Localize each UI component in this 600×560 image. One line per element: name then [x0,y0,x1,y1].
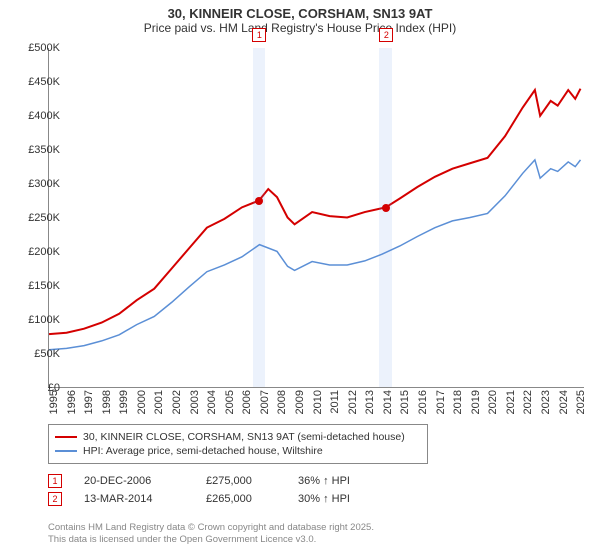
ytick-label: £450K [14,76,60,88]
xtick-label: 2003 [189,390,201,414]
legend-swatch [55,436,77,438]
sales-table: 1 20-DEC-2006 £275,000 36% ↑ HPI 2 13-MAR-201… [48,470,350,510]
xtick-label: 2013 [364,390,376,414]
xtick-label: 1998 [101,390,113,414]
ytick-label: £150K [14,280,60,292]
sales-price: £275,000 [206,475,276,487]
xtick-label: 1995 [48,390,60,414]
xtick-label: 2023 [540,390,552,414]
sales-marker: 2 [48,492,62,506]
legend-swatch [55,450,77,452]
xtick-label: 2007 [259,390,271,414]
sale-marker-top: 1 [252,28,266,42]
xtick-label: 2024 [558,390,570,414]
title-block: 30, KINNEIR CLOSE, CORSHAM, SN13 9AT Pri… [0,0,600,37]
sales-marker: 1 [48,474,62,488]
ytick-label: £400K [14,110,60,122]
xtick-label: 1999 [118,390,130,414]
chart-svg [49,48,584,387]
plot-area: 12 [48,48,584,388]
ytick-label: £350K [14,144,60,156]
xtick-label: 2017 [435,390,447,414]
xtick-label: 2022 [522,390,534,414]
xtick-label: 1996 [66,390,78,414]
title-line2: Price paid vs. HM Land Registry's House … [0,21,600,35]
ytick-label: £50K [14,348,60,360]
sales-date: 20-DEC-2006 [84,475,184,487]
series-hpi [49,160,580,350]
ytick-label: £500K [14,42,60,54]
sales-date: 13-MAR-2014 [84,493,184,505]
xtick-label: 1997 [83,390,95,414]
xtick-label: 2005 [224,390,236,414]
xtick-label: 2002 [171,390,183,414]
sales-diff: 36% ↑ HPI [298,475,350,487]
xtick-label: 2011 [329,390,341,414]
xtick-label: 2009 [294,390,306,414]
series-property [49,89,580,334]
sales-row: 1 20-DEC-2006 £275,000 36% ↑ HPI [48,474,350,488]
xtick-label: 2016 [417,390,429,414]
legend-label: HPI: Average price, semi-detached house,… [83,445,323,457]
xtick-label: 2008 [276,390,288,414]
legend-row: HPI: Average price, semi-detached house,… [55,445,421,457]
xtick-label: 2004 [206,390,218,414]
legend-row: 30, KINNEIR CLOSE, CORSHAM, SN13 9AT (se… [55,431,421,443]
sale-marker-top: 2 [379,28,393,42]
highlight-band [253,48,265,387]
footer-line1: Contains HM Land Registry data © Crown c… [48,522,568,534]
xtick-label: 2015 [399,390,411,414]
xtick-label: 2000 [136,390,148,414]
sales-row: 2 13-MAR-2014 £265,000 30% ↑ HPI [48,492,350,506]
sale-dot [255,197,263,205]
xtick-label: 2018 [452,390,464,414]
ytick-label: £200K [14,246,60,258]
footer: Contains HM Land Registry data © Crown c… [48,522,568,546]
footer-line2: This data is licensed under the Open Gov… [48,534,568,546]
xtick-label: 2006 [241,390,253,414]
xtick-label: 2012 [347,390,359,414]
legend-label: 30, KINNEIR CLOSE, CORSHAM, SN13 9AT (se… [83,431,405,443]
xtick-label: 2019 [470,390,482,414]
ytick-label: £300K [14,178,60,190]
xtick-label: 2021 [505,390,517,414]
sales-diff: 30% ↑ HPI [298,493,350,505]
sales-price: £265,000 [206,493,276,505]
ytick-label: £100K [14,314,60,326]
xtick-label: 2014 [382,390,394,414]
highlight-band [379,48,391,387]
sale-dot [382,204,390,212]
xtick-label: 2020 [487,390,499,414]
xtick-label: 2001 [153,390,165,414]
xtick-label: 2010 [312,390,324,414]
title-line1: 30, KINNEIR CLOSE, CORSHAM, SN13 9AT [0,6,600,21]
ytick-label: £250K [14,212,60,224]
xtick-label: 2025 [575,390,587,414]
chart-container: 30, KINNEIR CLOSE, CORSHAM, SN13 9AT Pri… [0,0,600,560]
legend: 30, KINNEIR CLOSE, CORSHAM, SN13 9AT (se… [48,424,428,464]
